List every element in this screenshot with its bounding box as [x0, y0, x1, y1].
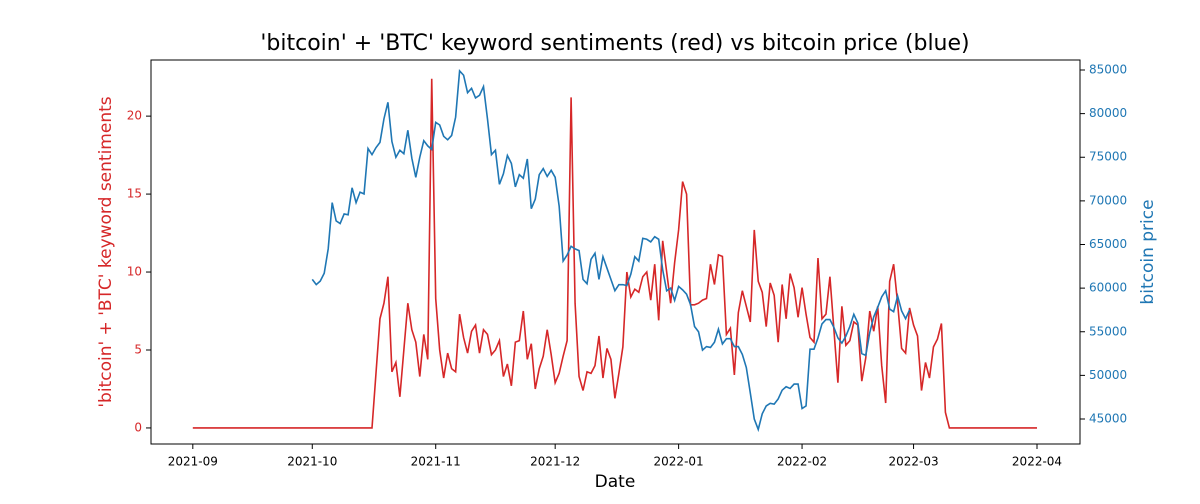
x-tick-label: 2021-12 [530, 455, 580, 469]
y2-axis-label: bitcoin price [1138, 199, 1158, 304]
x-tick-label: 2022-01 [654, 455, 704, 469]
y2-tick-label: 70000 [1089, 193, 1127, 207]
y2-tick-label: 80000 [1089, 106, 1127, 120]
x-tick-label: 2021-09 [168, 455, 218, 469]
y2-tick-label: 45000 [1089, 412, 1127, 426]
y-tick-label: 10 [127, 265, 142, 279]
y-tick-label: 15 [127, 187, 142, 201]
y2-tick-label: 55000 [1089, 324, 1127, 338]
chart-title: 'bitcoin' + 'BTC' keyword sentiments (re… [260, 31, 969, 56]
y2-tick-label: 60000 [1089, 281, 1127, 295]
plot-frame [150, 59, 1081, 445]
y2-tick-label: 50000 [1089, 368, 1127, 382]
y-axis-label: 'bitcoin' + 'BTC' keyword sentiments [96, 96, 116, 407]
y-tick-label: 5 [134, 342, 142, 356]
x-tick-label: 2022-04 [1012, 455, 1062, 469]
y-tick-label: 0 [134, 420, 142, 434]
y2-tick-label: 85000 [1089, 62, 1127, 76]
y-tick-label: 20 [127, 109, 142, 123]
series-line [311, 68, 911, 433]
y2-tick-label: 65000 [1089, 237, 1127, 251]
x-tick-label: 2022-02 [777, 455, 827, 469]
series-line [192, 78, 1037, 429]
x-tick-label: 2022-03 [888, 455, 938, 469]
x-tick-label: 2021-10 [287, 455, 337, 469]
x-axis-label: Date [595, 472, 636, 492]
y2-tick-label: 75000 [1089, 150, 1127, 164]
x-tick-label: 2021-11 [411, 455, 461, 469]
